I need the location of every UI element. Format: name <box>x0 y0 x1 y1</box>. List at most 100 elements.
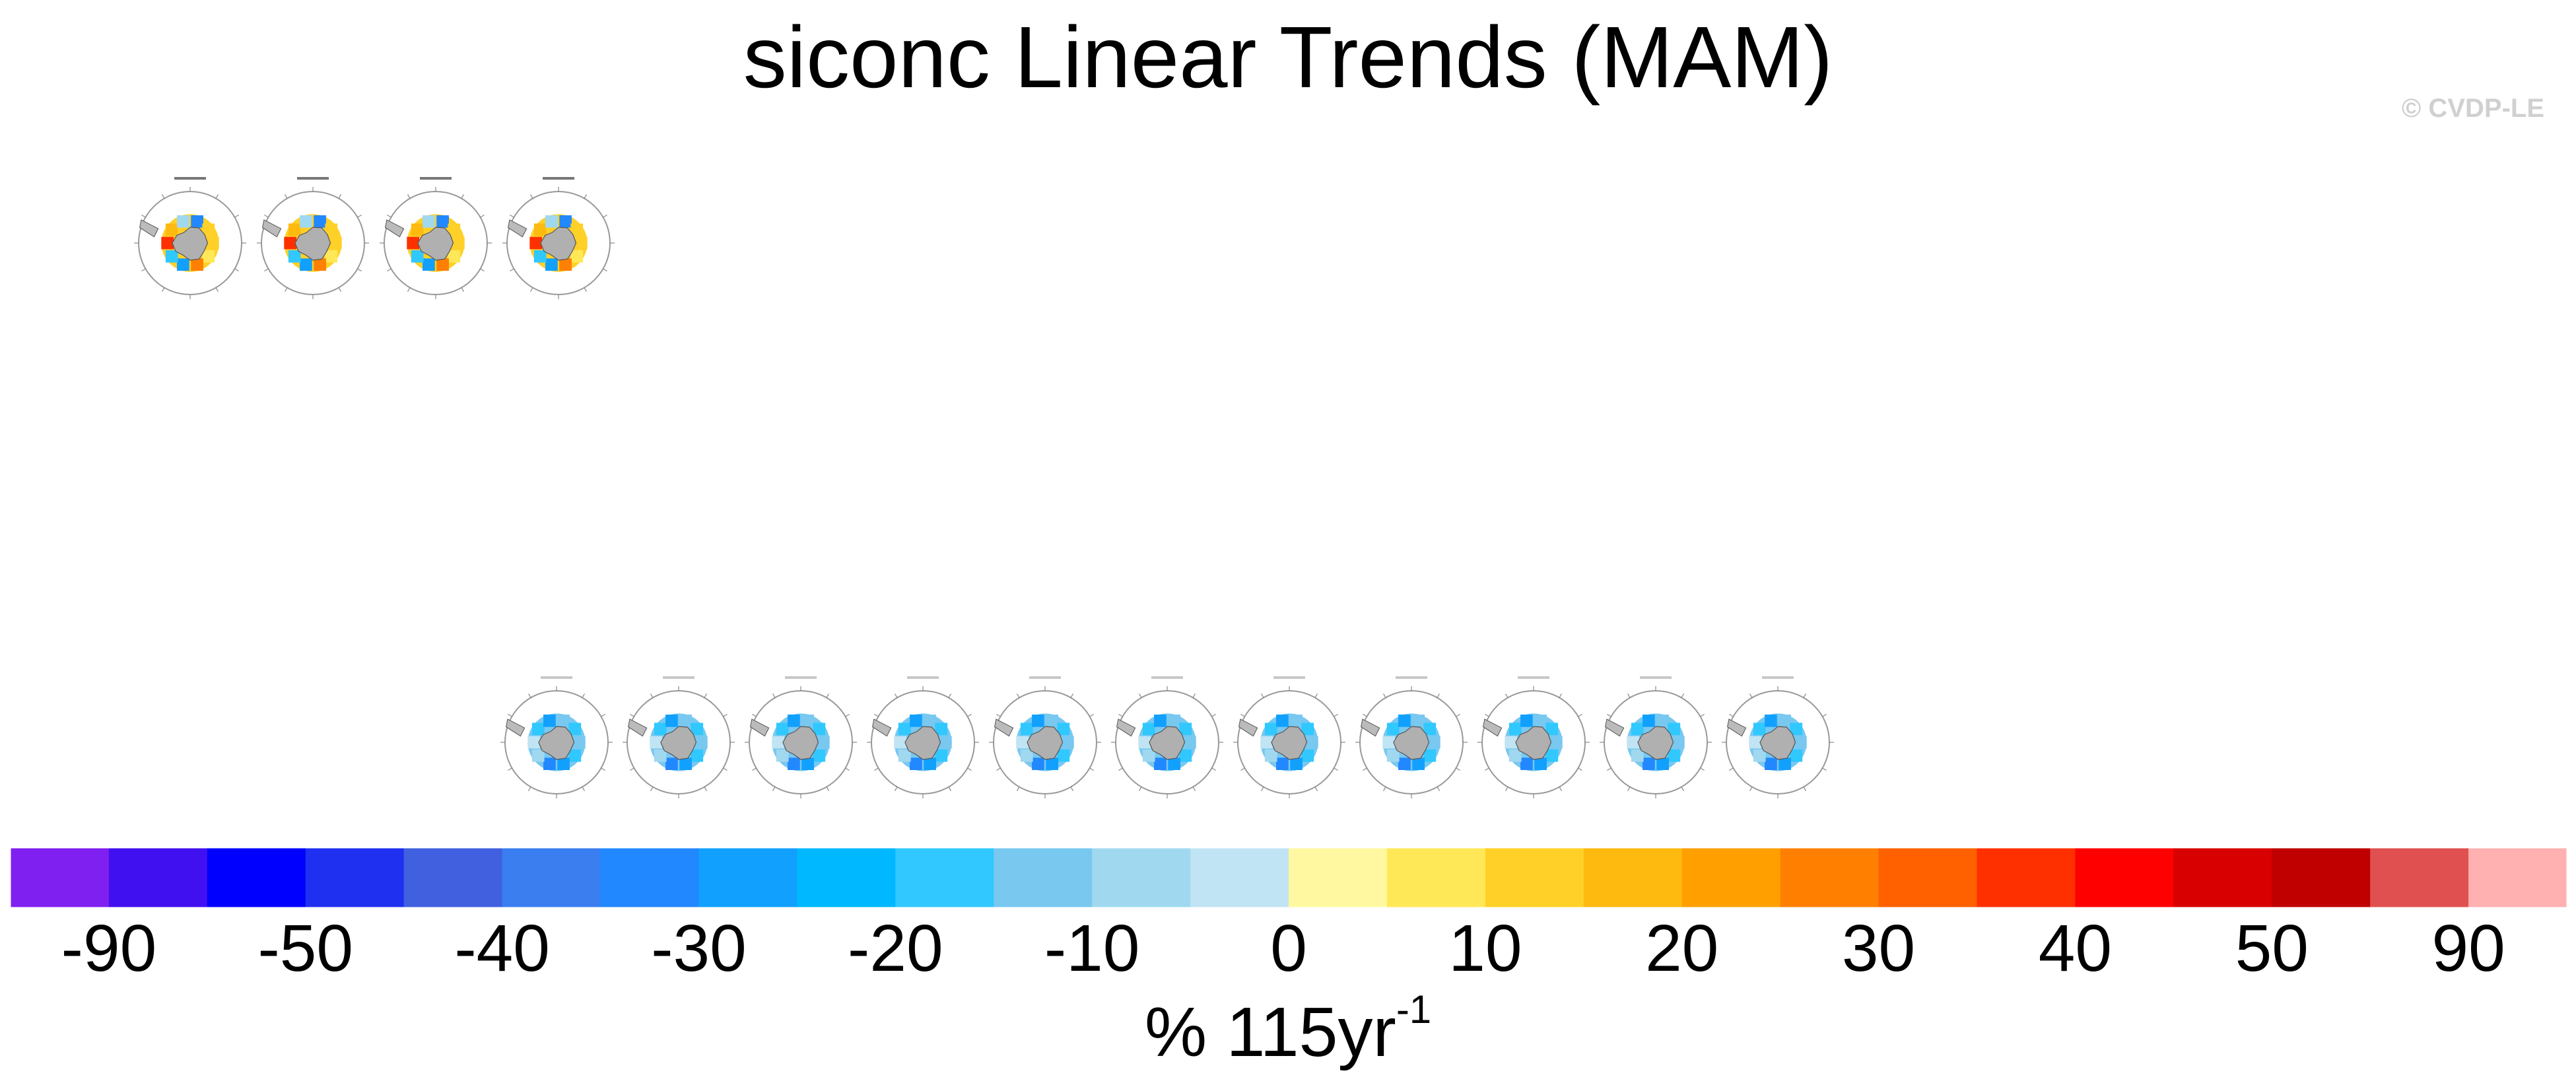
longitude-tick <box>407 287 411 292</box>
longitude-tick <box>894 693 898 698</box>
trend-cell <box>1142 749 1155 762</box>
trend-cell <box>1179 749 1192 762</box>
colorbar-tick-label: -10 <box>1044 911 1140 985</box>
trend-cell <box>1154 757 1167 771</box>
colorbar-tick-label: 10 <box>1448 911 1522 985</box>
trend-cell <box>574 236 588 250</box>
longitude-tick <box>1240 713 1245 717</box>
longitude-tick <box>704 693 708 698</box>
antarctica-landmass <box>1759 726 1796 760</box>
trend-cell <box>177 258 189 271</box>
antarctica-landmass <box>1149 726 1186 760</box>
colorbar-tick-label: -20 <box>848 911 943 985</box>
longitude-tick <box>845 767 850 771</box>
trend-cell <box>1534 757 1547 771</box>
trend-cell <box>423 215 435 228</box>
trend-cell <box>568 749 582 762</box>
antarctica-landmass <box>782 726 819 760</box>
panel-subtitle <box>1396 676 1427 679</box>
trend-cell <box>691 722 704 736</box>
longitude-tick <box>480 268 485 272</box>
trend-cell <box>1412 757 1425 771</box>
trend-cell <box>531 749 545 762</box>
trend-cell <box>325 250 338 263</box>
trend-cell <box>1138 736 1151 749</box>
south-america-tip <box>506 719 525 737</box>
longitude-tick <box>215 287 219 292</box>
longitude-tick <box>948 693 952 698</box>
trend-cell <box>314 215 326 228</box>
trend-cell <box>1656 714 1669 727</box>
antarctica-landmass <box>904 726 941 760</box>
polar-map-panel <box>1355 676 1468 798</box>
antarctica-landmass <box>172 227 209 261</box>
longitude-tick <box>1211 713 1216 717</box>
longitude-tick <box>215 194 219 199</box>
south-america-tip <box>262 219 282 238</box>
longitude-tick <box>582 787 586 791</box>
trend-cell <box>1057 722 1070 736</box>
longitude-tick <box>529 194 533 199</box>
longitude-tick <box>1729 713 1734 717</box>
trend-cell <box>206 236 219 250</box>
antarctica-landmass <box>417 227 454 261</box>
colorbar-box <box>305 848 405 907</box>
longitude-tick <box>1559 693 1563 698</box>
longitude-tick <box>1485 767 1489 771</box>
colorbar-box <box>1878 848 1978 907</box>
longitude-tick <box>1456 713 1460 717</box>
trend-cell <box>1534 714 1547 727</box>
colorbar-box <box>2468 848 2567 907</box>
polar-map-panel <box>380 177 492 299</box>
trend-cell <box>1423 749 1437 762</box>
trend-cell <box>894 736 907 749</box>
longitude-tick <box>284 194 288 199</box>
colorbar-box <box>1289 848 1388 907</box>
trend-cell <box>411 250 424 263</box>
trend-cell <box>161 236 174 250</box>
trend-cell <box>288 250 301 263</box>
longitude-tick <box>1016 787 1020 791</box>
longitude-tick <box>1505 787 1508 791</box>
trend-cell <box>1386 722 1400 736</box>
colorbar-box <box>600 848 700 907</box>
trend-cell <box>1142 722 1155 736</box>
trend-cell <box>910 714 922 727</box>
panel-subtitle <box>174 177 206 180</box>
longitude-tick <box>1749 787 1753 791</box>
panel-subtitle <box>1029 676 1061 679</box>
trend-cell <box>1168 714 1180 727</box>
colorbar-tick-label: 40 <box>2039 911 2112 985</box>
longitude-tick <box>234 214 239 218</box>
trend-cell <box>935 749 948 762</box>
longitude-tick <box>1363 713 1367 717</box>
trend-cell <box>1290 757 1303 771</box>
trend-cell <box>1276 714 1289 727</box>
trend-cell <box>452 236 465 250</box>
longitude-tick <box>996 713 1001 717</box>
longitude-tick <box>630 713 634 717</box>
units-exponent: -1 <box>1396 987 1432 1032</box>
longitude-tick <box>1681 693 1685 698</box>
panel-subtitle <box>1273 676 1305 679</box>
polar-map-panel <box>745 676 857 798</box>
trend-cell <box>1520 757 1533 771</box>
trend-cell <box>1032 714 1044 727</box>
trend-cell <box>679 714 692 727</box>
trend-cell <box>801 714 814 727</box>
trend-cell <box>165 223 178 236</box>
trend-cell <box>557 714 570 727</box>
longitude-tick <box>1240 767 1245 771</box>
trend-cell <box>529 236 543 250</box>
colorbar-box <box>797 848 896 907</box>
south-america-tip <box>1116 719 1136 737</box>
polar-map-panel <box>134 177 246 299</box>
antarctica-landmass <box>538 726 575 760</box>
trend-cell <box>1668 749 1681 762</box>
trend-cell <box>165 250 178 263</box>
longitude-tick <box>772 787 776 791</box>
longitude-tick <box>601 767 605 771</box>
trend-cell <box>1545 722 1559 736</box>
trend-cell <box>1305 736 1318 749</box>
trend-cell <box>570 223 584 236</box>
